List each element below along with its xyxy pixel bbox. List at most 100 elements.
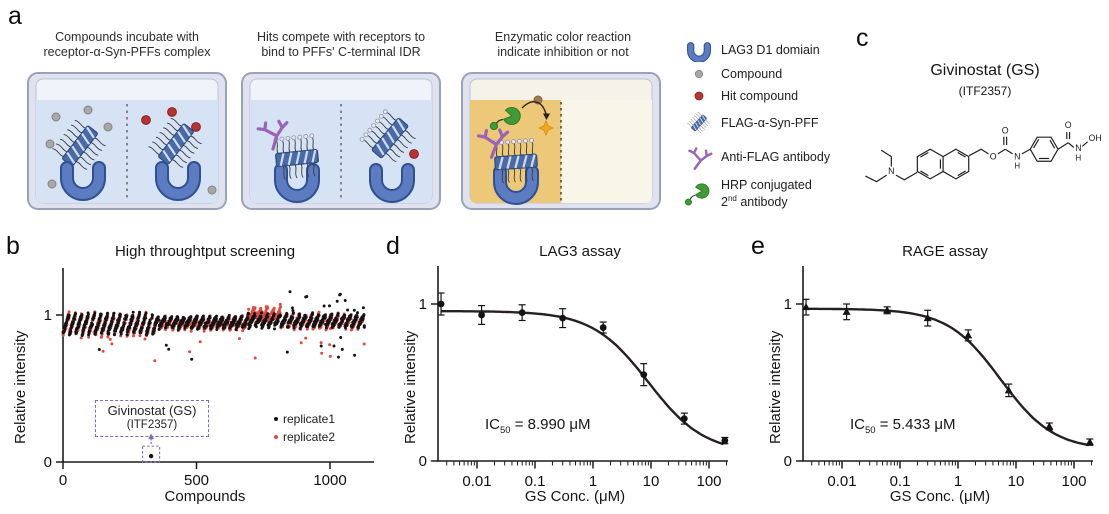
panel-label-d: d — [386, 232, 400, 260]
svg-text:100: 100 — [1061, 473, 1086, 490]
well1-title: Compounds incubate with receptor-α-Syn-P… — [20, 30, 234, 60]
chart-d-xlabel: GS Conc. (μM) — [524, 488, 626, 505]
compound-icon — [51, 112, 61, 122]
ic50-prefix: IC — [485, 416, 500, 433]
bond-skeleton — [865, 132, 1089, 183]
screening-chart: 0 1 0 500 1000 High throughtput screening Re… — [0, 240, 380, 514]
legend-label: FLAG-α-Syn-PFF — [721, 116, 819, 130]
svg-text:10: 10 — [643, 473, 660, 490]
legend-item-compound: Compound — [684, 63, 782, 85]
well1-diagram — [27, 72, 227, 210]
well1-title-line2: receptor-α-Syn-PFFs complex — [43, 45, 211, 59]
hit-compound-icon — [409, 149, 419, 159]
well2-title: Hits compete with receptors to bind to P… — [234, 30, 448, 60]
legend-item-hrp: HRP conjugated 2nd antibody — [684, 178, 812, 210]
hrp-label-line1: HRP conjugated — [721, 178, 812, 193]
panel-label-c: c — [856, 24, 869, 52]
svg-text:1: 1 — [44, 307, 52, 324]
chart-b-legend: replicate1 replicate2 — [274, 410, 335, 446]
atom-n-amine: N — [888, 166, 894, 176]
hrp-label-line2-num: 2 — [721, 195, 728, 210]
rage-plot-area: 0 1 0.01 0.1 1 10 100 — [784, 266, 1094, 490]
givinostat-structure: N O O N H O N H OH — [865, 119, 1103, 183]
legend-item-pff: FLAG-α-Syn-PFF — [684, 108, 819, 138]
annotation-line2: (ITF2357) — [126, 419, 178, 431]
panel-label-b: b — [6, 232, 20, 260]
well3-diagram — [461, 72, 661, 210]
chart-b-xlabel: Compounds — [164, 488, 246, 505]
ic50-prefix: IC — [850, 416, 865, 433]
flag-alpha-syn-pff-icon — [684, 108, 714, 138]
atom-n-carbamate: N — [1014, 151, 1020, 161]
legend-replicate1: replicate1 — [274, 410, 335, 428]
chart-e-ic50: IC50 = 5.433 μM — [850, 416, 956, 436]
well3-title-line2: indicate inhibition or not — [497, 45, 629, 59]
atom-h2: H — [1076, 153, 1082, 162]
compound-icon — [694, 69, 704, 79]
ic50-sub: 50 — [865, 425, 876, 436]
svg-text:100: 100 — [696, 473, 721, 490]
hit-compound-icon — [141, 115, 151, 125]
legend-item-hit: Hit compound — [684, 85, 798, 107]
svg-text:0.1: 0.1 — [890, 473, 911, 490]
well3-title-line1: Enzymatic color reaction — [494, 30, 632, 44]
svg-text:1: 1 — [784, 296, 792, 313]
chart-b-title: High throughtput screening — [114, 243, 296, 260]
chart-b-ylabel: Relative intensity — [12, 330, 29, 444]
legend-item-antibody: Anti-FLAG antibody — [684, 142, 830, 172]
rage-assay-chart: 0 1 0.01 0.1 1 10 100 RAGE assay Relative inte… — [745, 240, 1109, 514]
hrp-label-line2-rest: antibody — [736, 195, 788, 210]
chart-d-title: LAG3 assay — [539, 243, 621, 260]
hit-compound-icon — [694, 91, 704, 101]
anti-flag-antibody-icon — [688, 147, 713, 170]
legend-replicate2: replicate2 — [274, 428, 335, 446]
svg-text:0: 0 — [59, 472, 67, 489]
well2-diagram — [241, 72, 441, 210]
svg-text:1: 1 — [954, 473, 962, 490]
atom-o-carbonyl1: O — [1002, 125, 1009, 135]
well1-title-line1: Compounds incubate with — [55, 30, 199, 44]
chart-e-xlabel: GS Conc. (μM) — [889, 488, 991, 505]
chart-d-ic50: IC50 = 8.990 μM — [485, 416, 591, 436]
compound-code: (ITF2357) — [958, 84, 1012, 98]
well2-title-line1: Hits compete with receptors to — [256, 30, 426, 44]
svg-text:0.1: 0.1 — [525, 473, 546, 490]
schematic-legend: LAG3 D1 domiain Compound Hit compound FL… — [684, 36, 862, 216]
lag3-d1-domain-icon — [684, 38, 714, 62]
svg-text:0.01: 0.01 — [827, 473, 856, 490]
atom-o-ester: O — [990, 151, 997, 161]
ic50-sub: 50 — [500, 425, 511, 436]
svg-text:0: 0 — [419, 453, 427, 470]
compound-name: Givinostat (GS) — [930, 62, 1040, 79]
chart-e-ylabel: Relative intensity — [767, 330, 784, 444]
replicate2-marker — [274, 435, 278, 439]
lag3-assay-chart: 0 1 0.01 0.1 1 10 100 LAG3 assay Relative inte… — [380, 240, 745, 514]
replicate1-marker — [274, 417, 278, 421]
replicate2-label: replicate2 — [283, 430, 336, 444]
legend-label: LAG3 D1 domiain — [721, 43, 820, 57]
legend-label-hrp: HRP conjugated 2nd antibody — [721, 178, 812, 209]
replicate1-label: replicate1 — [283, 412, 336, 426]
well2-title-line2: bind to PFFs' C-terminal IDR — [261, 45, 421, 59]
reaction-arrow — [521, 101, 547, 115]
givinostat-annotation-box: Givinostat (GS) (ITF2357) — [95, 400, 209, 437]
atom-n-hydroxamic: N — [1075, 143, 1081, 153]
svg-text:0.01: 0.01 — [462, 473, 491, 490]
legend-label: Hit compound — [721, 89, 799, 103]
atom-h1: H — [1014, 162, 1020, 171]
atom-oh: OH — [1088, 133, 1101, 143]
panel-label-a: a — [8, 2, 22, 30]
legend-label: Compound — [721, 67, 783, 81]
svg-text:0: 0 — [784, 453, 792, 470]
screening-plot-area: 0 1 0 500 1000 — [44, 268, 374, 489]
svg-text:1: 1 — [589, 473, 597, 490]
panel-label-e: e — [751, 232, 765, 260]
lag3-plot-area: 0 1 0.01 0.1 1 10 100 — [419, 266, 729, 490]
ic50-value: = 5.433 μM — [875, 416, 956, 433]
svg-text:500: 500 — [184, 472, 209, 489]
ic50-value: = 8.990 μM — [510, 416, 591, 433]
hrp-label-line2-sup: nd — [727, 194, 737, 204]
svg-text:0: 0 — [44, 454, 52, 471]
svg-text:1000: 1000 — [313, 472, 346, 489]
